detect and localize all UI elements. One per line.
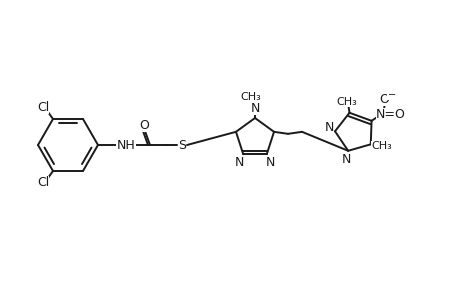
Text: N: N — [250, 101, 259, 115]
Text: CH₃: CH₃ — [240, 92, 261, 102]
Text: O: O — [139, 118, 149, 131]
Text: O: O — [379, 93, 389, 106]
Text: S: S — [178, 139, 185, 152]
Text: −: − — [386, 90, 395, 100]
Text: N: N — [324, 121, 333, 134]
Text: N: N — [341, 153, 350, 166]
Text: CH₃: CH₃ — [370, 141, 391, 151]
Text: N: N — [234, 156, 243, 169]
Text: CH₃: CH₃ — [336, 97, 356, 107]
Text: Cl: Cl — [37, 176, 49, 190]
Text: N: N — [265, 156, 275, 169]
Text: N=O: N=O — [375, 108, 405, 121]
Text: Cl: Cl — [37, 100, 49, 113]
Text: NH: NH — [117, 139, 135, 152]
